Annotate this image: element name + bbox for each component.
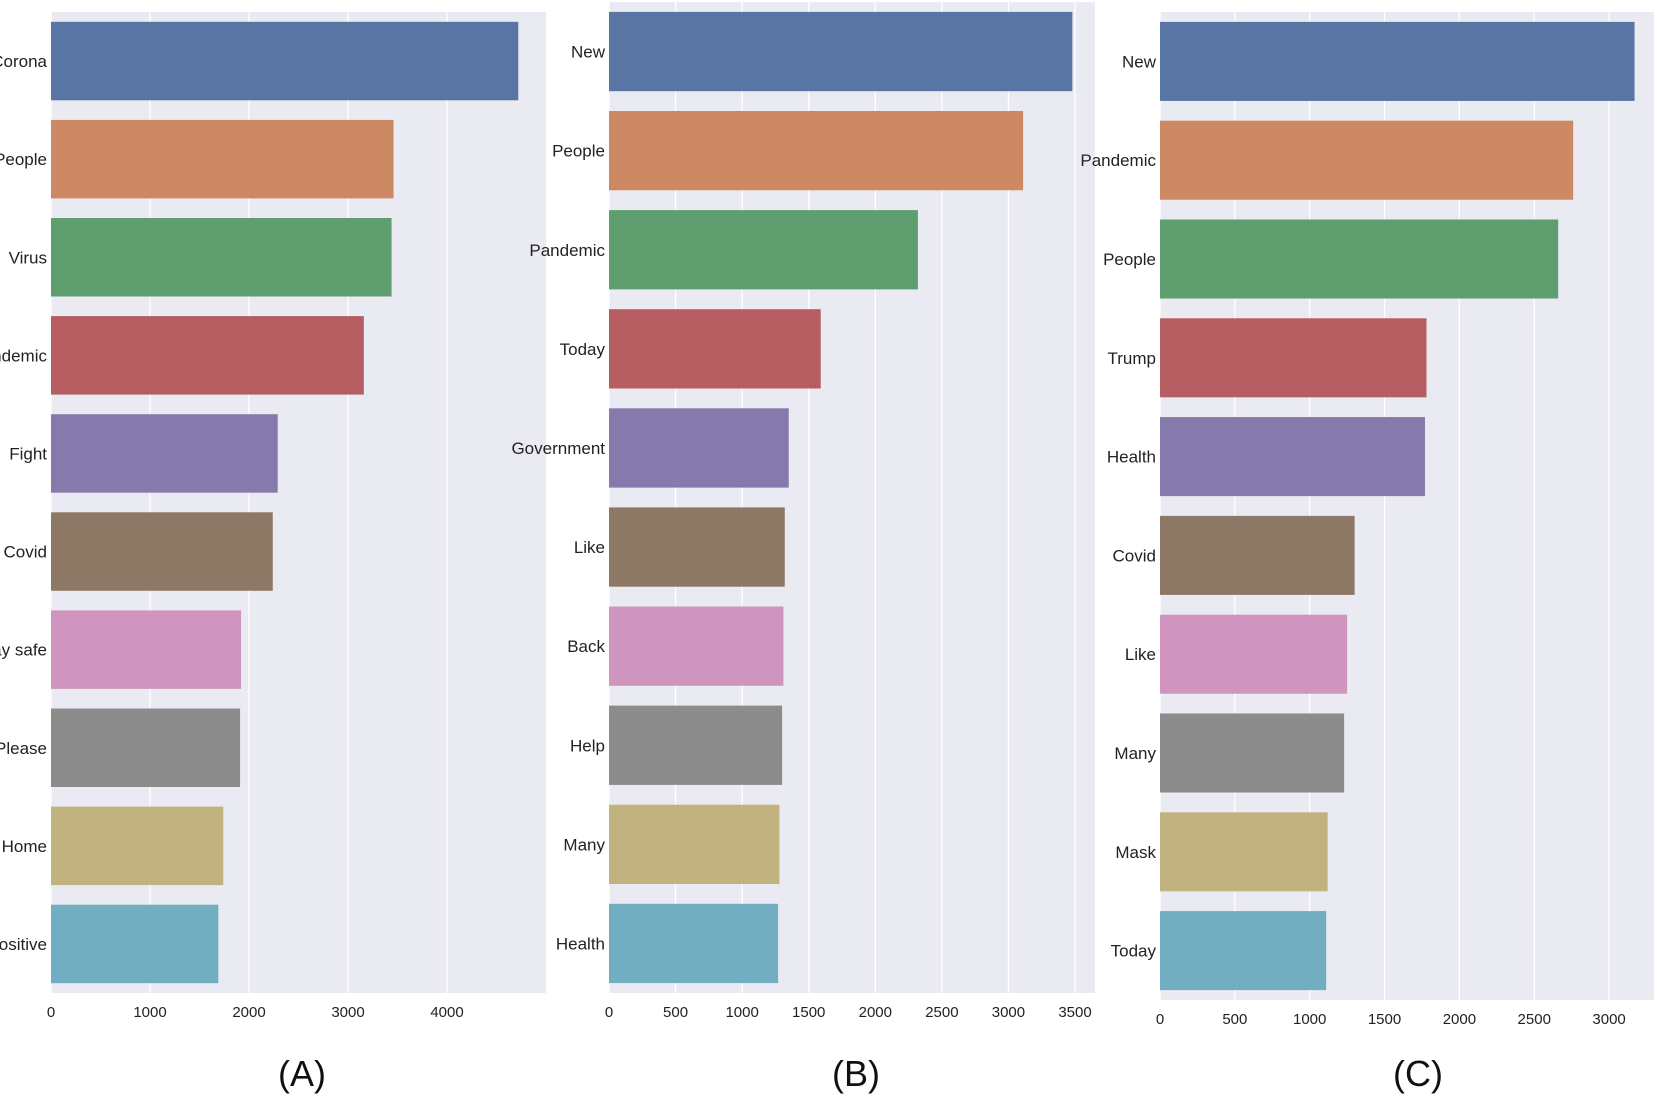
category-label-c-4: Trump <box>1108 349 1157 368</box>
category-label-a-6: Covid <box>4 543 47 562</box>
tick-label-c-3: 1500 <box>1368 1011 1401 1028</box>
tick-label-b-3: 1500 <box>792 1004 825 1021</box>
tick-label-c-4: 2000 <box>1443 1011 1476 1028</box>
panel-a: Corona People Virus Pandemic Fight Covid Stay … <box>0 12 546 1094</box>
tick-label-c-1: 500 <box>1222 1011 1247 1028</box>
panel-label-a: (A) <box>278 1053 326 1094</box>
bar-a-2 <box>51 119 394 199</box>
category-label-a-7: Stay safe <box>0 641 47 660</box>
bar-b-4 <box>609 309 821 389</box>
bar-a-9 <box>51 806 224 886</box>
bar-a-1 <box>51 21 519 101</box>
tick-label-a-3: 3000 <box>331 1004 364 1021</box>
bar-b-2 <box>609 111 1024 191</box>
tick-label-a-1: 1000 <box>133 1004 166 1021</box>
category-label-c-7: Like <box>1125 645 1156 664</box>
bar-b-1 <box>609 11 1073 92</box>
category-label-b-10: Health <box>556 934 605 953</box>
tick-label-b-4: 2000 <box>859 1004 892 1021</box>
category-label-b-7: Back <box>567 637 605 656</box>
category-label-c-8: Many <box>1114 744 1156 763</box>
bar-c-8 <box>1160 713 1345 793</box>
bar-b-9 <box>609 804 780 884</box>
category-label-a-10: Positive <box>0 935 47 954</box>
category-label-c-9: Mask <box>1115 843 1156 862</box>
category-label-c-2: Pandemic <box>1080 151 1156 170</box>
bar-b-6 <box>609 507 785 587</box>
bar-b-3 <box>609 210 918 290</box>
bar-c-10 <box>1160 911 1327 991</box>
bar-a-4 <box>51 316 364 395</box>
category-label-c-6: Covid <box>1113 546 1156 565</box>
bar-a-6 <box>51 512 273 591</box>
category-label-a-3: Virus <box>9 248 47 267</box>
bar-c-3 <box>1160 219 1559 299</box>
bar-a-10 <box>51 904 219 984</box>
panel-label-b: (B) <box>832 1053 880 1094</box>
panel-b: New People Pandemic Today Government Like Back… <box>511 2 1095 1094</box>
tick-label-b-6: 3000 <box>992 1004 1025 1021</box>
bar-a-3 <box>51 218 392 297</box>
bar-b-7 <box>609 606 784 686</box>
bar-b-5 <box>609 408 789 488</box>
category-label-c-3: People <box>1103 250 1156 269</box>
panel-c: New Pandemic People Trump Health Covid Like Man… <box>1080 12 1654 1094</box>
tick-label-c-6: 3000 <box>1592 1011 1625 1028</box>
category-label-b-1: New <box>571 43 606 62</box>
bar-a-5 <box>51 414 278 493</box>
category-label-b-2: People <box>552 142 605 161</box>
category-label-a-8: Please <box>0 739 47 758</box>
tick-label-b-5: 2500 <box>925 1004 958 1021</box>
category-label-b-6: Like <box>574 538 605 557</box>
bar-a-8 <box>51 708 241 787</box>
tick-label-b-7: 3500 <box>1058 1004 1091 1021</box>
tick-label-b-0: 0 <box>605 1004 613 1021</box>
category-label-a-4: Pandemic <box>0 346 47 365</box>
tick-label-c-2: 1000 <box>1293 1011 1326 1028</box>
category-label-a-1: Corona <box>0 52 48 71</box>
tick-label-b-1: 500 <box>663 1004 688 1021</box>
tick-label-a-4: 4000 <box>430 1004 463 1021</box>
tick-label-b-2: 1000 <box>725 1004 758 1021</box>
bar-c-1 <box>1160 21 1635 101</box>
category-label-a-2: People <box>0 150 47 169</box>
bar-c-4 <box>1160 318 1427 398</box>
tick-label-c-0: 0 <box>1156 1011 1164 1028</box>
category-label-c-1: New <box>1122 52 1157 71</box>
category-label-b-9: Many <box>563 835 605 854</box>
category-label-b-4: Today <box>560 340 606 359</box>
bar-c-2 <box>1160 120 1574 200</box>
tick-label-a-0: 0 <box>47 1004 55 1021</box>
tick-label-c-5: 2500 <box>1518 1011 1551 1028</box>
category-label-b-3: Pandemic <box>529 241 605 260</box>
bar-c-7 <box>1160 614 1348 694</box>
category-label-c-5: Health <box>1107 448 1156 467</box>
tick-label-a-2: 2000 <box>232 1004 265 1021</box>
bar-a-7 <box>51 610 242 689</box>
bar-b-8 <box>609 705 783 785</box>
category-label-c-10: Today <box>1111 942 1157 961</box>
bar-c-5 <box>1160 417 1425 497</box>
panel-label-c: (C) <box>1393 1053 1443 1094</box>
category-label-a-9: Home <box>2 837 47 856</box>
bar-c-9 <box>1160 812 1328 892</box>
category-label-b-8: Help <box>570 736 605 755</box>
category-label-a-5: Fight <box>9 444 47 463</box>
category-label-b-5: Government <box>511 439 605 458</box>
bar-c-6 <box>1160 515 1355 595</box>
bar-b-10 <box>609 903 779 984</box>
